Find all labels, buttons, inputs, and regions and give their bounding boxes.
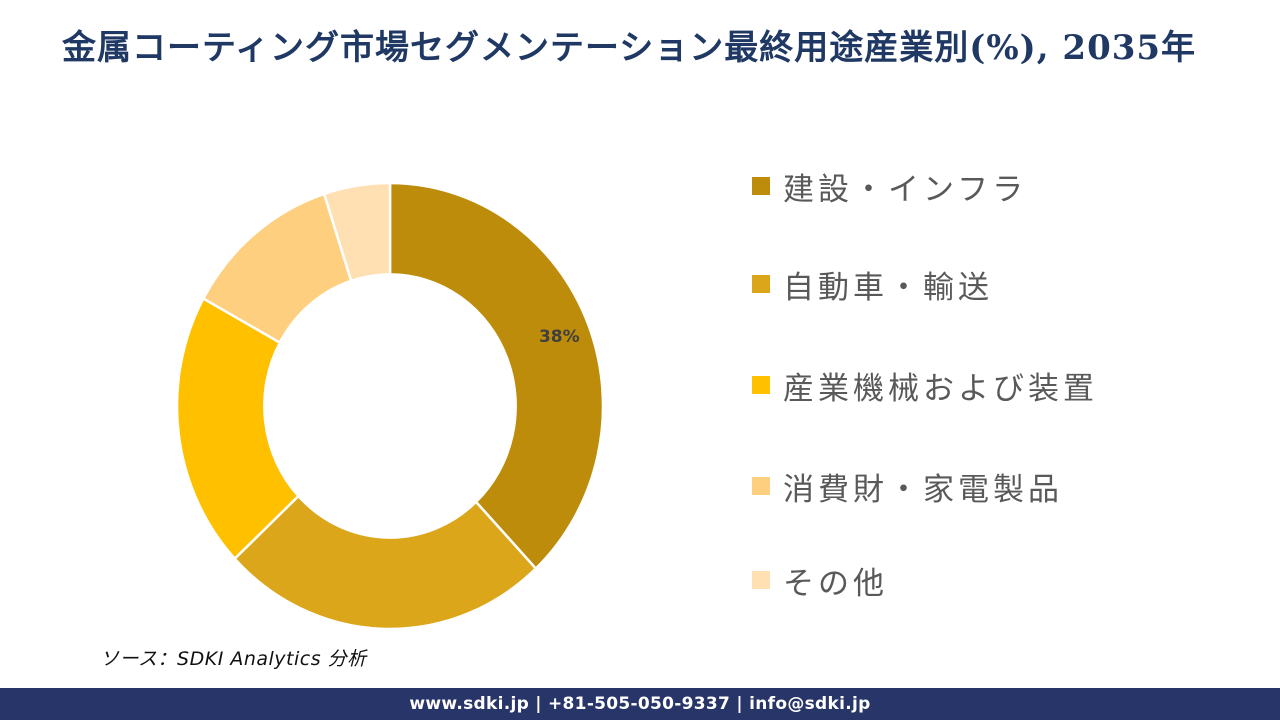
legend-item-label: 消費財・家電製品 [783,471,1063,508]
legend-item-label: 産業機械および装置 [783,370,1098,407]
donut-segment [233,494,538,629]
footer-bar: www.sdki.jp | +81-505-050-9337 | info@sd… [0,688,1280,720]
footer-contact-text: www.sdki.jp | +81-505-050-9337 | info@sd… [409,694,871,714]
data-label: 38% [539,327,580,347]
donut-chart: 38% [177,183,603,629]
donut-segment [177,296,301,561]
page-title: 金属コーティング市場セグメンテーション最終用途産業別(%), 2035年 [62,28,1197,68]
legend-swatch-icon [752,477,770,495]
chart-legend: 建設・インフラ 自動車・輸送 産業機械および装置 消費財・家電製品 その他 [752,0,1272,650]
donut-segment [388,183,603,571]
legend-item-others: その他 [752,557,888,603]
legend-swatch-icon [752,571,770,589]
source-note: ソース：SDKI Analytics 分析 [100,648,367,670]
donut-segment [322,183,392,283]
legend-swatch-icon [752,376,770,394]
legend-swatch-icon [752,275,770,293]
legend-item-label: 建設・インフラ [783,171,1028,208]
legend-item-label: その他 [783,565,888,602]
legend-item-consumer-goods: 消費財・家電製品 [752,463,1063,509]
legend-item-label: 自動車・輸送 [783,269,993,306]
legend-swatch-icon [752,177,770,195]
legend-item-automotive: 自動車・輸送 [752,261,993,307]
legend-item-industrial-machinery: 産業機械および装置 [752,362,1098,408]
legend-item-construction: 建設・インフラ [752,163,1027,209]
